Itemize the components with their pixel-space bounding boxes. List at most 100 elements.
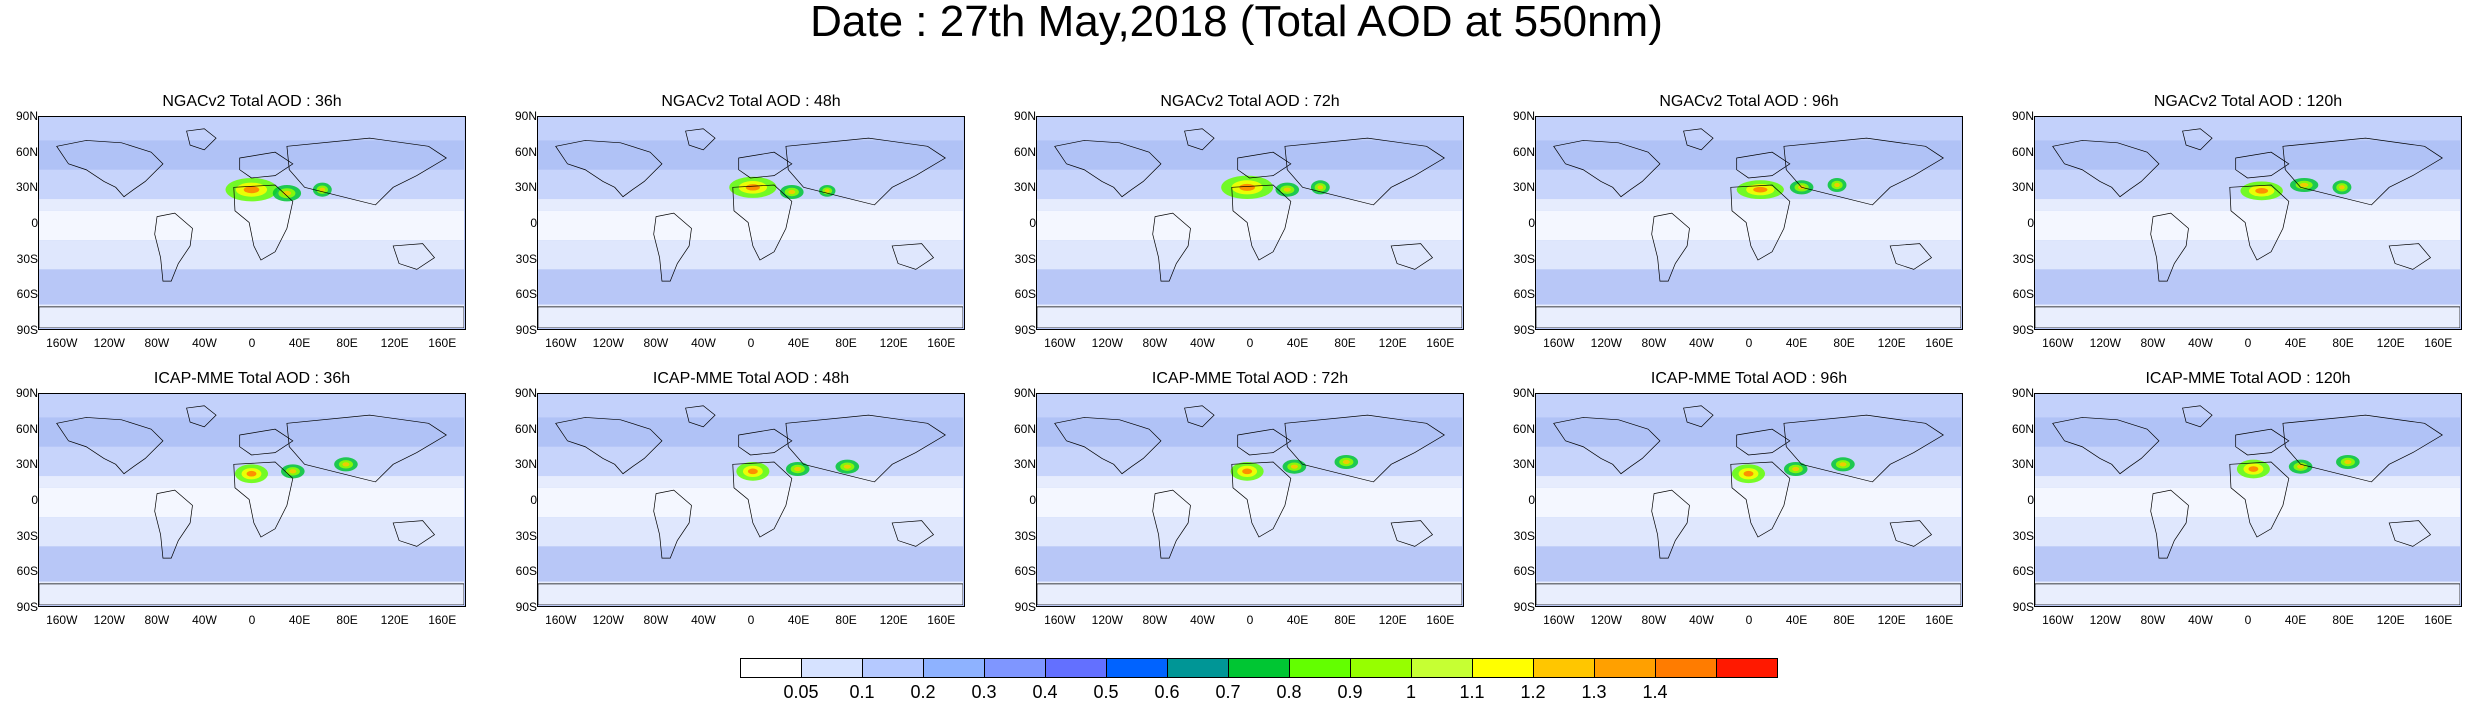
longitude-label: 120E [1378, 336, 1407, 350]
aod-map [537, 116, 965, 330]
aod-map [1535, 393, 1963, 607]
colorbar-label: 0.3 [971, 682, 997, 702]
colorbar-box [923, 658, 985, 678]
longitude-label: 120E [1877, 613, 1906, 627]
coastline [732, 461, 793, 538]
aod-band [1037, 517, 1462, 547]
latitude-label: 30S [16, 528, 38, 543]
longitude-label: 80W [2140, 336, 2166, 350]
coastline [186, 128, 217, 151]
colorbar-box [1289, 658, 1351, 678]
aod-band [538, 546, 963, 582]
longitude-label: 160E [927, 336, 956, 350]
longitude-label: 120W [592, 336, 625, 350]
colorbar-box [1533, 658, 1595, 678]
colorbar-box [1045, 658, 1107, 678]
aod-band [39, 117, 464, 141]
aod-band [538, 304, 963, 328]
latitude-label: 0 [1029, 493, 1036, 507]
longitude-label: 80W [1641, 336, 1667, 350]
longitude-label: 160E [2424, 336, 2453, 350]
coastline [154, 212, 193, 282]
coastline [1390, 243, 1434, 270]
coastline [1889, 520, 1933, 547]
coastline [2035, 583, 2460, 605]
colorbar-box [801, 658, 863, 678]
longitude-label: 40W [1190, 613, 1215, 627]
latitude-label: 60N [2011, 144, 2034, 159]
colorbar-box [1716, 658, 1778, 678]
aod-hotspot [246, 470, 257, 477]
coastline [2150, 212, 2189, 282]
latitude-label: 90N [1013, 109, 1036, 123]
coastline [1231, 461, 1292, 538]
coastline [1231, 184, 1292, 261]
aod-band [39, 304, 464, 328]
aod-band [2035, 394, 2460, 418]
latitude-label: 30N [2011, 180, 2034, 195]
aod-band [538, 394, 963, 418]
longitude-label: 160E [1925, 613, 1954, 627]
colorbar-box [1106, 658, 1168, 678]
latitude-label: 90N [1013, 386, 1036, 400]
longitude-label: 160E [927, 613, 956, 627]
aod-band [1037, 476, 1462, 488]
longitude-label: 80E [835, 336, 857, 350]
coastline [233, 461, 294, 538]
aod-hotspot [2297, 464, 2305, 469]
colorbar-label: 0.9 [1337, 682, 1363, 702]
latitude-label: 90N [2011, 109, 2034, 123]
coastline [1683, 128, 1714, 151]
aod-band [1536, 517, 1961, 547]
aod-hotspot [1743, 470, 1754, 477]
colorbar-label: 0.6 [1154, 682, 1180, 702]
longitude-label: 120E [879, 613, 908, 627]
aod-map [38, 393, 466, 607]
longitude-label: 120E [1877, 336, 1906, 350]
map-canvas [1536, 394, 1961, 605]
map-canvas [538, 117, 963, 328]
map-panel: ICAP-MME Total AOD : 96h 90N 60N 30N 0 30S 60S… [1513, 370, 1964, 630]
latitude-label: 0 [1029, 216, 1036, 230]
latitude-label: 30N [1013, 457, 1036, 472]
longitude-label: 120E [879, 336, 908, 350]
latitude-label: 30S [1513, 251, 1535, 266]
aod-map [2034, 116, 2462, 330]
colorbar-box [984, 658, 1046, 678]
colorbar-label: 1.3 [1581, 682, 1607, 702]
colorbar-box [1472, 658, 1534, 678]
aod-band [39, 199, 464, 211]
longitude-label: 0 [248, 336, 256, 350]
colorbar-label: 1.4 [1642, 682, 1668, 702]
latitude-label: 60N [1013, 144, 1036, 159]
longitude-label: 80W [1142, 336, 1168, 350]
map-canvas [39, 117, 464, 328]
latitude-label: 60N [15, 144, 38, 159]
latitude-label: 30S [1014, 251, 1036, 266]
coastline [2282, 137, 2443, 206]
coastline [39, 583, 464, 605]
map-canvas [2035, 394, 2460, 605]
latitude-label: 30S [16, 251, 38, 266]
figure-title: Date : 27th May,2018 (Total AOD at 550nm… [810, 0, 1663, 46]
aod-map [2034, 393, 2462, 607]
map-panel: ICAP-MME Total AOD : 48h 90N 60N 30N 0 30S 60S… [515, 370, 966, 630]
aod-band [2035, 199, 2460, 211]
aod-band [2035, 581, 2460, 605]
latitude-label: 60N [1512, 144, 1535, 159]
coastline [1054, 417, 1162, 475]
latitude-label: 60S [16, 564, 38, 579]
aod-band [2035, 476, 2460, 488]
coastline [1783, 137, 1944, 206]
longitude-label: 40W [1689, 336, 1714, 350]
longitude-label: 160W [46, 613, 78, 627]
longitude-label: 160E [428, 336, 457, 350]
coastline [1390, 520, 1434, 547]
latitude-label: 90N [1512, 109, 1535, 123]
coastline [555, 417, 663, 475]
longitude-label: 40W [2188, 336, 2213, 350]
coastline [2182, 405, 2213, 428]
coastline [1651, 212, 1690, 282]
aod-hotspot [788, 189, 796, 195]
longitude-label: 160E [1426, 613, 1455, 627]
